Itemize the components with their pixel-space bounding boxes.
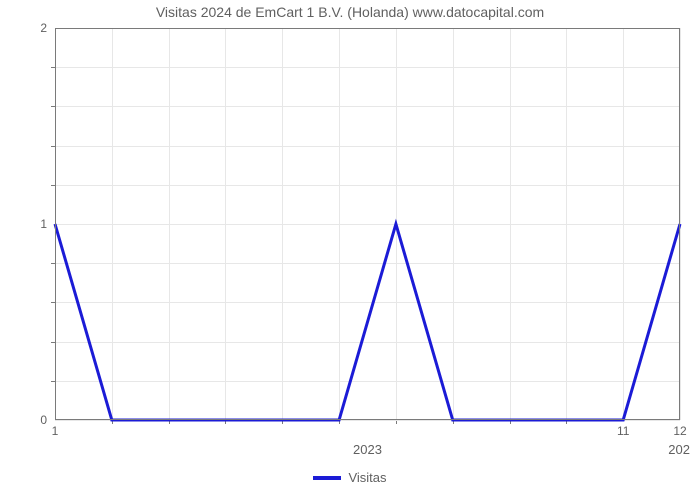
legend-label: Visitas — [348, 470, 386, 485]
x-tick-label: 1 — [52, 424, 59, 438]
y-tick-label: 2 — [40, 21, 47, 35]
chart-container: { "chart": { "type": "line", "title": "V… — [0, 0, 700, 500]
x-axis-label-right: 202 — [640, 442, 690, 457]
v-gridline — [680, 28, 681, 420]
legend-swatch — [313, 476, 341, 480]
x-axis-label: 2023 — [55, 442, 680, 457]
legend: Visitas — [0, 470, 700, 485]
plot-area: 012 11112 2023 202 — [55, 28, 680, 420]
visitors-polyline — [55, 224, 680, 420]
x-tick-label: 12 — [673, 424, 686, 438]
chart-title: Visitas 2024 de EmCart 1 B.V. (Holanda) … — [0, 4, 700, 20]
x-tick-label: 11 — [617, 424, 629, 438]
y-tick-label: 1 — [40, 217, 47, 231]
y-tick-label: 0 — [40, 413, 47, 427]
data-line — [55, 28, 680, 420]
